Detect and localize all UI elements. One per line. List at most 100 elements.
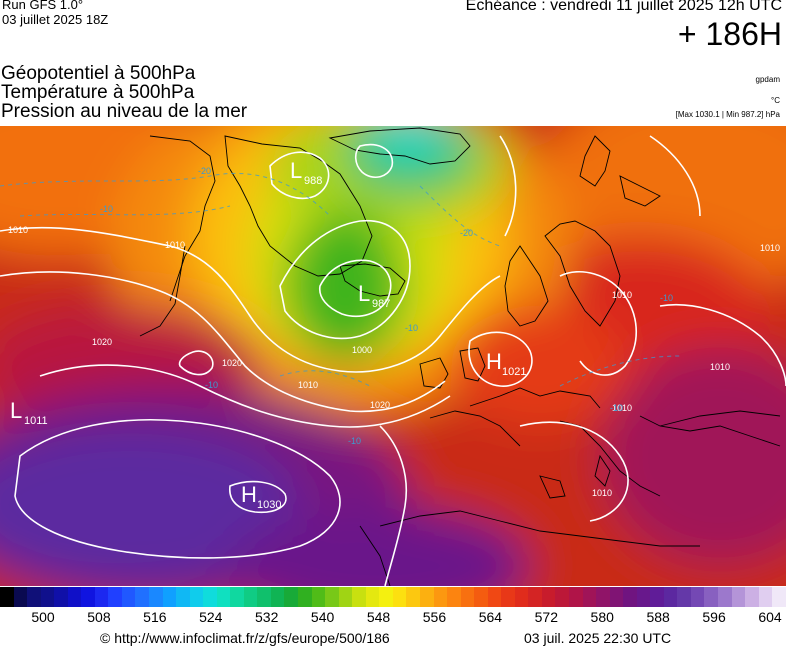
weather-map: L 988 L 987 L 1011 H 1021 H 1030 1010 10… [0, 126, 786, 586]
colorbar-swatch [270, 587, 285, 607]
isobar-labels: 1010 1010 1020 1020 1010 1000 1020 1010 … [8, 225, 780, 498]
isobar-label: 1010 [612, 403, 632, 413]
isotherm-label: -10 [100, 204, 113, 214]
colorbar-swatch [650, 587, 664, 607]
isobar-label: 1020 [92, 337, 112, 347]
colorbar-swatch [379, 587, 393, 607]
title-geopotential: Géopotentiel à 500hPa [1, 63, 196, 84]
coastlines [139, 127, 781, 586]
colorbar-swatch [216, 587, 231, 607]
colorbar-swatch [447, 587, 461, 607]
colorbar-swatch [203, 587, 217, 607]
colorbar-tick-label: 596 [702, 609, 726, 625]
colorbar-swatch [514, 587, 529, 607]
colorbar-swatch [257, 587, 271, 607]
high-value-europe: 1021 [502, 366, 526, 378]
isotherm-label: -10 [205, 380, 218, 390]
colorbar-swatch [243, 587, 258, 607]
issued-timestamp: 03 juil. 2025 22:30 UTC [524, 630, 672, 646]
isotherm-label: -10 [610, 403, 623, 413]
colorbar-tick-label: 580 [590, 609, 614, 625]
colorbar-swatch [121, 587, 136, 607]
colorbar-swatch [94, 587, 109, 607]
colorbar-swatch [13, 587, 28, 607]
colorbar-tick-label: 524 [199, 609, 223, 625]
isotherm-label: -20 [198, 166, 211, 176]
colorbar-swatch [338, 587, 353, 607]
colorbar-swatch [555, 587, 569, 607]
high-center-europe: H [486, 349, 502, 374]
isobar-label: 1010 [298, 380, 318, 390]
pressure-range-label: [Max 1030.1 | Min 987.2] hPa [675, 110, 780, 119]
geopotential-shading [0, 126, 786, 586]
colorbar-swatch [568, 587, 583, 607]
colorbar-swatch [325, 587, 339, 607]
colorbar-swatch [352, 587, 366, 607]
isobar-label: 1010 [165, 240, 185, 250]
isotherm-label: -20 [460, 228, 473, 238]
colorbar-swatch [189, 587, 204, 607]
run-model-label: Run GFS 1.0° [2, 0, 84, 12]
lead-time-label: + 186H [677, 16, 782, 52]
low-center-central: L [358, 281, 370, 306]
isobar-label: 1020 [222, 358, 242, 368]
colorbar-swatch [460, 587, 475, 607]
colorbar-swatch [636, 587, 651, 607]
colorbar-swatch [609, 587, 624, 607]
colorbar-swatch [406, 587, 420, 607]
low-value-north: 988 [304, 175, 322, 187]
colorbar-swatch [541, 587, 556, 607]
colorbar-swatch [582, 587, 597, 607]
copyright-link[interactable]: © http://www.infoclimat.fr/z/gfs/europe/… [100, 630, 390, 646]
colorbar-tick-label: 588 [646, 609, 670, 625]
high-center-azores: H [241, 482, 257, 507]
run-date-label: 03 juillet 2025 18Z [2, 12, 109, 27]
isobar-label: 1010 [592, 488, 612, 498]
temperature-unit-label: °C [771, 96, 780, 105]
isobar-label: 1020 [370, 400, 390, 410]
colorbar-swatch [54, 587, 68, 607]
low-value-west: 1011 [24, 415, 48, 427]
colorbar-swatch [717, 587, 732, 607]
low-value-central: 987 [372, 298, 390, 310]
colorbar-swatch [758, 587, 773, 607]
colorbar-tick-label: 540 [310, 609, 335, 625]
isobar-label: 1010 [710, 362, 730, 372]
colorbar-swatch [392, 587, 407, 607]
colorbar-swatch [365, 587, 380, 607]
variable-code-label: gpdam [755, 75, 780, 84]
colorbar-swatch [230, 587, 244, 607]
colorbar-tick-label: 516 [143, 609, 167, 625]
colorbar-swatch [433, 587, 448, 607]
colorbar-tick-label: 548 [366, 609, 391, 625]
colorbar-swatch [690, 587, 705, 607]
title-temperature: Température à 500hPa [1, 82, 195, 103]
colorbar-swatch [311, 587, 326, 607]
isotherm-label: -10 [405, 323, 418, 333]
colorbar-swatch [0, 587, 14, 607]
colorbar-swatch [419, 587, 434, 607]
colorbar-swatch [623, 587, 637, 607]
colorbar-swatch [149, 587, 163, 607]
isotherms [0, 172, 681, 387]
colorbar-swatch [745, 587, 759, 607]
colorbar-swatch [474, 587, 488, 607]
colorbar-swatch [67, 587, 82, 607]
isobars [0, 135, 786, 586]
colorbar-tick-label: 556 [422, 609, 447, 625]
colorbar-tick-label: 532 [255, 609, 279, 625]
colorbar-swatch [501, 587, 515, 607]
colorbar-swatch [284, 587, 299, 607]
colorbar-swatch [135, 587, 150, 607]
colorbar-tick-label: 564 [478, 609, 503, 625]
colorbar-swatch [704, 587, 718, 607]
isotherm-label: -10 [660, 293, 673, 303]
pressure-centers: L 988 L 987 L 1011 H 1021 H 1030 [10, 158, 526, 511]
colorbar-tick-label: 604 [758, 609, 782, 625]
colorbar-swatch [528, 587, 542, 607]
title-pressure: Pression au niveau de la mer [1, 101, 248, 122]
isobar-label: 1010 [760, 243, 780, 253]
colorbar-swatch [677, 587, 691, 607]
isotherm-labels: -20 -10 -20 -10 -10 -10 -10 -10 [100, 166, 673, 446]
isotherm-label: -10 [348, 436, 361, 446]
